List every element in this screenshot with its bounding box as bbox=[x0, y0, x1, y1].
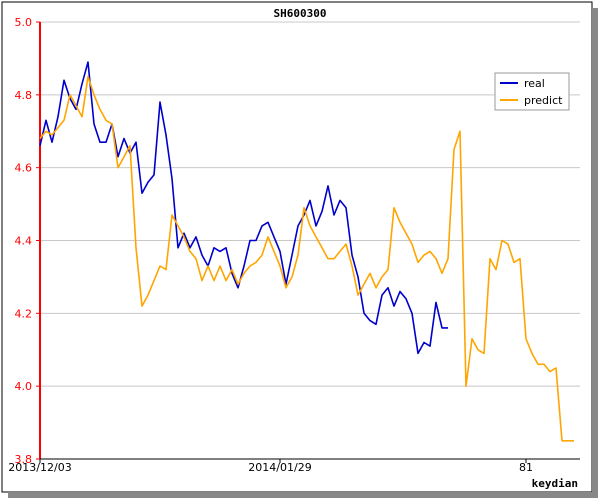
frame-shadow-bottom bbox=[8, 492, 598, 498]
y-tick-label: 3.8 bbox=[15, 453, 33, 466]
grid-lines bbox=[40, 21, 580, 387]
y-tick-label: 4.6 bbox=[15, 162, 33, 175]
x-tick-label: 81 bbox=[519, 461, 533, 474]
frame-border bbox=[1, 1, 593, 493]
x-tick-label: 2014/01/29 bbox=[248, 461, 311, 474]
y-tick-label: 4.0 bbox=[15, 380, 33, 393]
y-tick-label: 4.4 bbox=[15, 235, 33, 248]
y-tick-label: 4.8 bbox=[15, 89, 33, 102]
legend-box bbox=[494, 72, 570, 111]
legend-label-predict: predict bbox=[524, 94, 563, 107]
series-lines bbox=[39, 61, 574, 442]
series-line-real bbox=[39, 61, 448, 355]
legend-label-real: real bbox=[524, 77, 545, 90]
y-tick-labels: 3.8 4.0 4.2 4.4 4.6 4.8 5.0 bbox=[15, 16, 40, 466]
x-axis-label: keydian bbox=[532, 477, 578, 490]
x-tick-labels: 2013/12/03 2014/01/29 81 bbox=[8, 459, 533, 474]
chart-title: SH600300 bbox=[274, 7, 327, 20]
legend: real predict bbox=[494, 72, 570, 111]
y-tick-label: 4.2 bbox=[15, 307, 33, 320]
y-tick-label: 5.0 bbox=[15, 16, 33, 29]
frame-shadow-right bbox=[592, 8, 598, 496]
x-tick-label: 2013/12/03 bbox=[8, 461, 71, 474]
series-line-predict bbox=[39, 75, 574, 442]
